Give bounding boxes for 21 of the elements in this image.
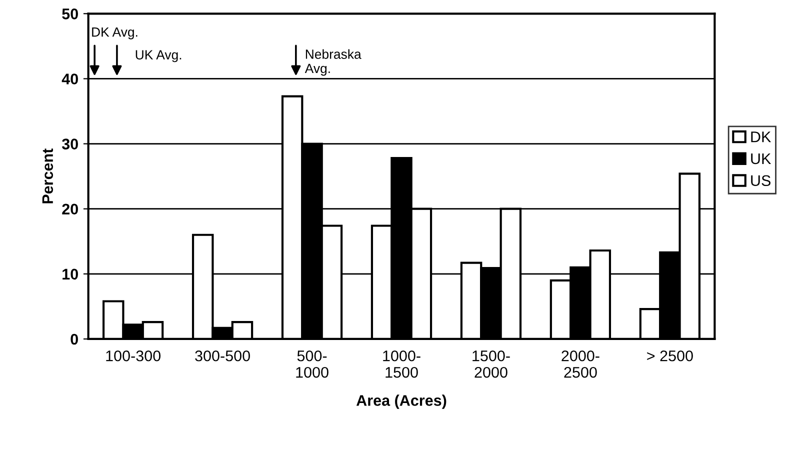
x-tick-label: > 2500 <box>647 350 693 362</box>
annotation: Nebraska Avg. <box>304 49 362 76</box>
x-tick-label: 2000- 2500 <box>562 350 600 378</box>
legend-label: US <box>751 175 770 186</box>
y-tick-label: 30 <box>62 138 78 150</box>
x-tick-label: 500- 1000 <box>296 350 328 378</box>
x-tick-label: 1500- 2000 <box>472 350 510 378</box>
y-axis-title: Percent <box>42 148 54 204</box>
legend-label: UK <box>751 153 772 164</box>
y-tick-label: 20 <box>62 204 78 215</box>
y-tick-label: 40 <box>62 74 78 84</box>
legend-label: DK <box>751 132 772 142</box>
x-axis-title: Area (Acres) <box>356 394 446 409</box>
x-tick-label: 1000- 1500 <box>383 350 420 378</box>
x-tick-label: 100-300 <box>106 350 161 362</box>
annotation: DK Avg. <box>92 28 138 40</box>
y-tick-label: 50 <box>62 8 78 20</box>
x-tick-label: 300-500 <box>195 350 250 362</box>
annotation: UK Avg. <box>136 50 182 62</box>
y-tick-label: 0 <box>70 334 78 345</box>
y-tick-label: 10 <box>62 268 78 280</box>
